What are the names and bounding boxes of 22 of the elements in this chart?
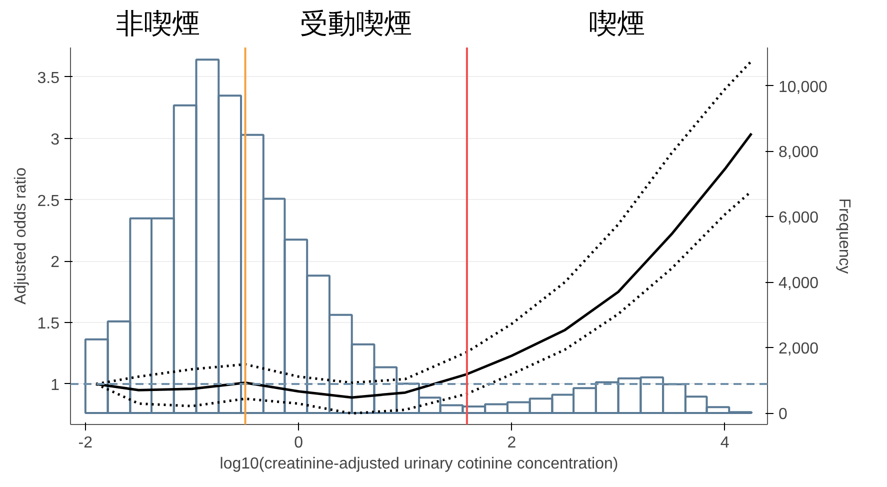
y-tick-label: 1 [50, 376, 60, 394]
y2-tick-label: 4,000 [778, 275, 819, 292]
y-tick-label: 2.5 [37, 192, 60, 210]
y-tick-label: 3.5 [37, 70, 60, 87]
x-tick-label: 4 [720, 434, 730, 452]
x-tick-label: 2 [507, 434, 516, 452]
y-axis-title: Adjusted odds ratio [12, 167, 30, 304]
text: 受動喫煙 [300, 8, 412, 40]
x-tick-label: 0 [294, 434, 304, 452]
text: 喫煙 [589, 8, 646, 40]
y-tick-label: 2 [50, 254, 60, 272]
y2-tick-label: 6,000 [778, 210, 819, 227]
y2-axis-title: Frequency [835, 198, 852, 274]
y-tick-label: 3 [50, 131, 60, 148]
x-axis-title: log10(creatinine-adjusted urinary cotinine concentration) [220, 456, 618, 472]
y2-tick-label: 0 [778, 406, 788, 424]
y2-tick-label: 2,000 [778, 340, 819, 358]
text: 非喫煙 [116, 8, 200, 40]
y2-tick-label: 8,000 [778, 144, 819, 162]
y-tick-label: 1.5 [37, 316, 60, 333]
y2-tick-label: 10,000 [778, 78, 828, 96]
x-tick-label: -2 [78, 434, 93, 452]
